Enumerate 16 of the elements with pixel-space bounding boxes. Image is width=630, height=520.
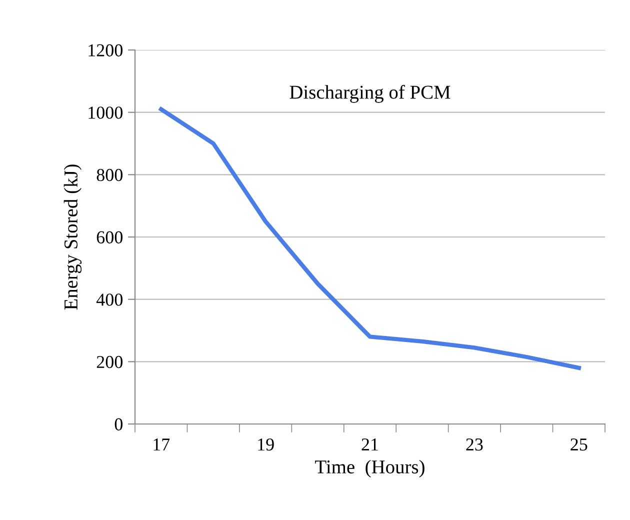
y-tick-label: 600 <box>96 231 123 244</box>
y-tick-label: 1200 <box>88 44 123 56</box>
y-tick-label: 200 <box>96 356 123 368</box>
x-tick-label: 25 <box>570 438 588 451</box>
y-tick-label: 0 <box>114 418 123 430</box>
y-tick-label: 400 <box>96 294 123 306</box>
x-axis-title: Time (Hours) <box>315 460 424 478</box>
x-tick-label: 21 <box>362 438 378 450</box>
x-tick-label: 23 <box>466 438 483 451</box>
text: Discharging of PCM <box>290 84 450 103</box>
line-series <box>159 107 581 370</box>
y-tick-label: 1000 <box>88 106 123 119</box>
x-tick-label: 19 <box>258 438 274 451</box>
x-tick-label: 17 <box>154 438 170 450</box>
y-axis-title: Energy Stored (kJ) <box>64 164 82 310</box>
y-tick-label: 800 <box>96 168 123 182</box>
